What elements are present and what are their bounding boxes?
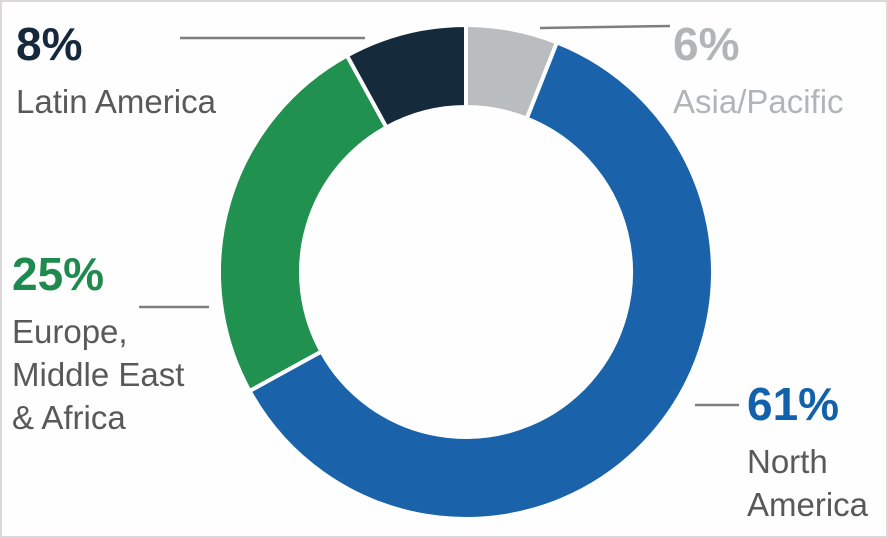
asia-pacific-label: Asia/Pacific	[673, 83, 844, 120]
latin-america-percent: 8%	[16, 18, 83, 70]
north-america-label-line-2: America	[747, 486, 869, 523]
callout-emea: 25% Europe, Middle East & Africa	[12, 248, 184, 439]
north-america-label: North America	[747, 440, 868, 526]
latin-america-label: Latin America	[16, 83, 216, 120]
callout-north-america: 61% North America	[747, 378, 868, 526]
slice-latin-america	[345, 23, 468, 130]
leader-line-asia-pacific	[539, 24, 671, 30]
emea-label-line-1: Europe,	[12, 313, 128, 350]
callout-asia-pacific: 6% Asia/Pacific	[673, 18, 844, 123]
leader-lines	[139, 24, 739, 407]
emea-percent: 25%	[12, 248, 105, 300]
emea-label: Europe, Middle East & Africa	[12, 310, 184, 439]
emea-label-line-3: & Africa	[12, 399, 126, 436]
slice-north-america	[247, 40, 715, 521]
slice-europe-middle-east-africa	[217, 53, 389, 393]
donut-slices	[217, 23, 715, 521]
north-america-percent: 61%	[747, 378, 840, 430]
callout-latin-america: 8% Latin America	[16, 18, 216, 123]
asia-pacific-percent: 6%	[673, 18, 740, 70]
north-america-label-line-1: North	[747, 443, 828, 480]
emea-label-line-2: Middle East	[12, 356, 185, 393]
